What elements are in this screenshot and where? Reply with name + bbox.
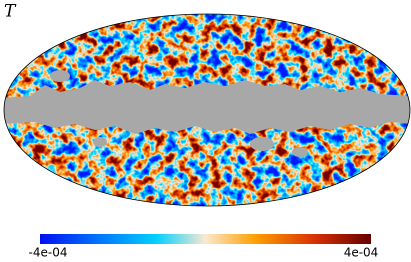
mollweide-map bbox=[4, 14, 410, 206]
map-outline bbox=[3, 13, 411, 207]
colorbar bbox=[40, 234, 371, 244]
map-title: T bbox=[4, 2, 17, 22]
mask-patch bbox=[250, 137, 274, 151]
colorbar-tick-label: 4e-04 bbox=[344, 246, 379, 260]
mask-patch bbox=[93, 137, 107, 147]
mask-patch bbox=[50, 70, 70, 82]
mask-patch bbox=[292, 147, 308, 157]
galactic-mask bbox=[4, 80, 410, 134]
colorbar-tick-label: -4e-04 bbox=[29, 246, 68, 260]
